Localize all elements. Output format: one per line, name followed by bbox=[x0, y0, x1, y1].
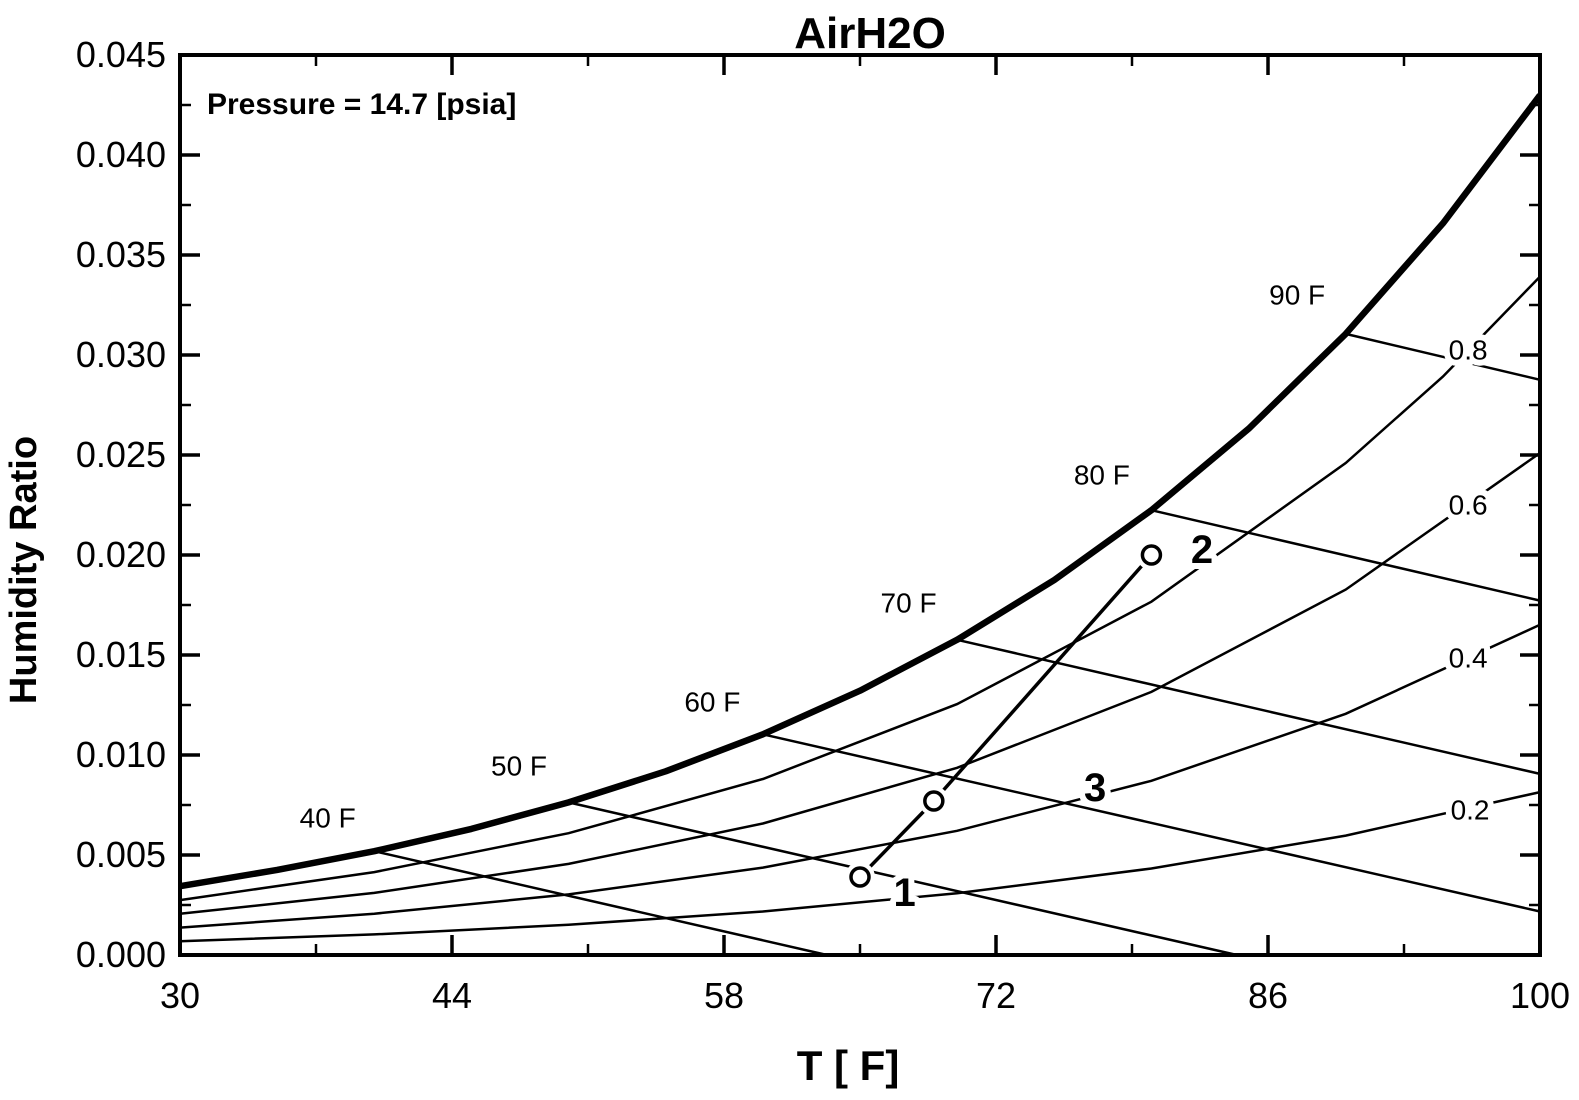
rh-label-0.6: 0.6 bbox=[1449, 490, 1488, 521]
curves-layer bbox=[179, 93, 1542, 957]
rh-curve-0.6 bbox=[179, 451, 1541, 916]
chart-title: AirH2O bbox=[794, 9, 946, 58]
state-point-2 bbox=[1140, 544, 1163, 566]
x-tick-label-86: 86 bbox=[1248, 975, 1288, 1016]
process-lines-layer bbox=[858, 553, 1153, 879]
y-tick-label-0.040: 0.040 bbox=[76, 134, 166, 175]
curve-labels-layer: 40 F 50 F 60 F 70 F 80 F 90 F 0.8 0.6 0.4 0.2 bbox=[294, 274, 1496, 840]
y-tick-label-0.045: 0.045 bbox=[76, 34, 166, 75]
y-tick-label-0.000: 0.000 bbox=[76, 934, 166, 975]
process-line-1-3 bbox=[858, 799, 936, 879]
x-tick-label-30: 30 bbox=[160, 975, 200, 1016]
state-point-label-1: 1 bbox=[894, 871, 916, 915]
wetbulb-line-80 bbox=[1151, 508, 1541, 602]
wetbulb-label-90: 90 F bbox=[1269, 280, 1325, 311]
saturation-curve bbox=[179, 93, 1542, 890]
rh-label-0.8: 0.8 bbox=[1449, 335, 1488, 366]
axes-layer: 30 44 58 72 86 100 0.000 0.005 0.010 0.015 0.020 0.… bbox=[76, 34, 1570, 1016]
y-tick-label-0.005: 0.005 bbox=[76, 834, 166, 875]
y-tick-label-0.020: 0.020 bbox=[76, 534, 166, 575]
state-point-1 bbox=[849, 866, 871, 888]
y-tick-label-0.030: 0.030 bbox=[76, 334, 166, 375]
state-point-3 bbox=[923, 790, 945, 812]
wetbulb-label-80: 80 F bbox=[1074, 460, 1130, 491]
x-tick-label-58: 58 bbox=[704, 975, 744, 1016]
wetbulb-line-50 bbox=[568, 801, 1238, 957]
wetbulb-line-40 bbox=[374, 849, 828, 957]
y-tick-label-0.035: 0.035 bbox=[76, 234, 166, 275]
y-tick-label-0.025: 0.025 bbox=[76, 434, 166, 475]
rh-curve-0.8 bbox=[179, 275, 1541, 902]
x-tick-label-44: 44 bbox=[432, 975, 472, 1016]
rh-label-0.4: 0.4 bbox=[1449, 643, 1488, 674]
wetbulb-label-50: 50 F bbox=[491, 751, 547, 782]
rh-curve-0.4 bbox=[179, 623, 1541, 929]
wetbulb-line-70 bbox=[956, 638, 1541, 776]
rh-label-0.2: 0.2 bbox=[1451, 795, 1490, 826]
pressure-annotation: Pressure = 14.7 [psia] bbox=[207, 88, 516, 121]
wetbulb-label-40: 40 F bbox=[300, 803, 356, 834]
x-tick-label-72: 72 bbox=[976, 975, 1016, 1016]
state-point-label-2: 2 bbox=[1191, 528, 1213, 572]
x-tick-label-100: 100 bbox=[1510, 975, 1570, 1016]
wetbulb-line-90 bbox=[1345, 332, 1541, 382]
state-point-label-3: 3 bbox=[1084, 766, 1106, 810]
process-line-3-2 bbox=[932, 553, 1153, 803]
y-tick-label-0.015: 0.015 bbox=[76, 634, 166, 675]
x-axis-title: T [ F] bbox=[797, 1042, 900, 1089]
rh-curve-0.2 bbox=[179, 790, 1541, 943]
y-tick-label-0.010: 0.010 bbox=[76, 734, 166, 775]
y-axis-title: Humidity Ratio bbox=[3, 436, 45, 704]
wetbulb-label-60: 60 F bbox=[684, 687, 740, 718]
wetbulb-label-70: 70 F bbox=[881, 588, 937, 619]
wetbulb-line-60 bbox=[762, 733, 1541, 913]
